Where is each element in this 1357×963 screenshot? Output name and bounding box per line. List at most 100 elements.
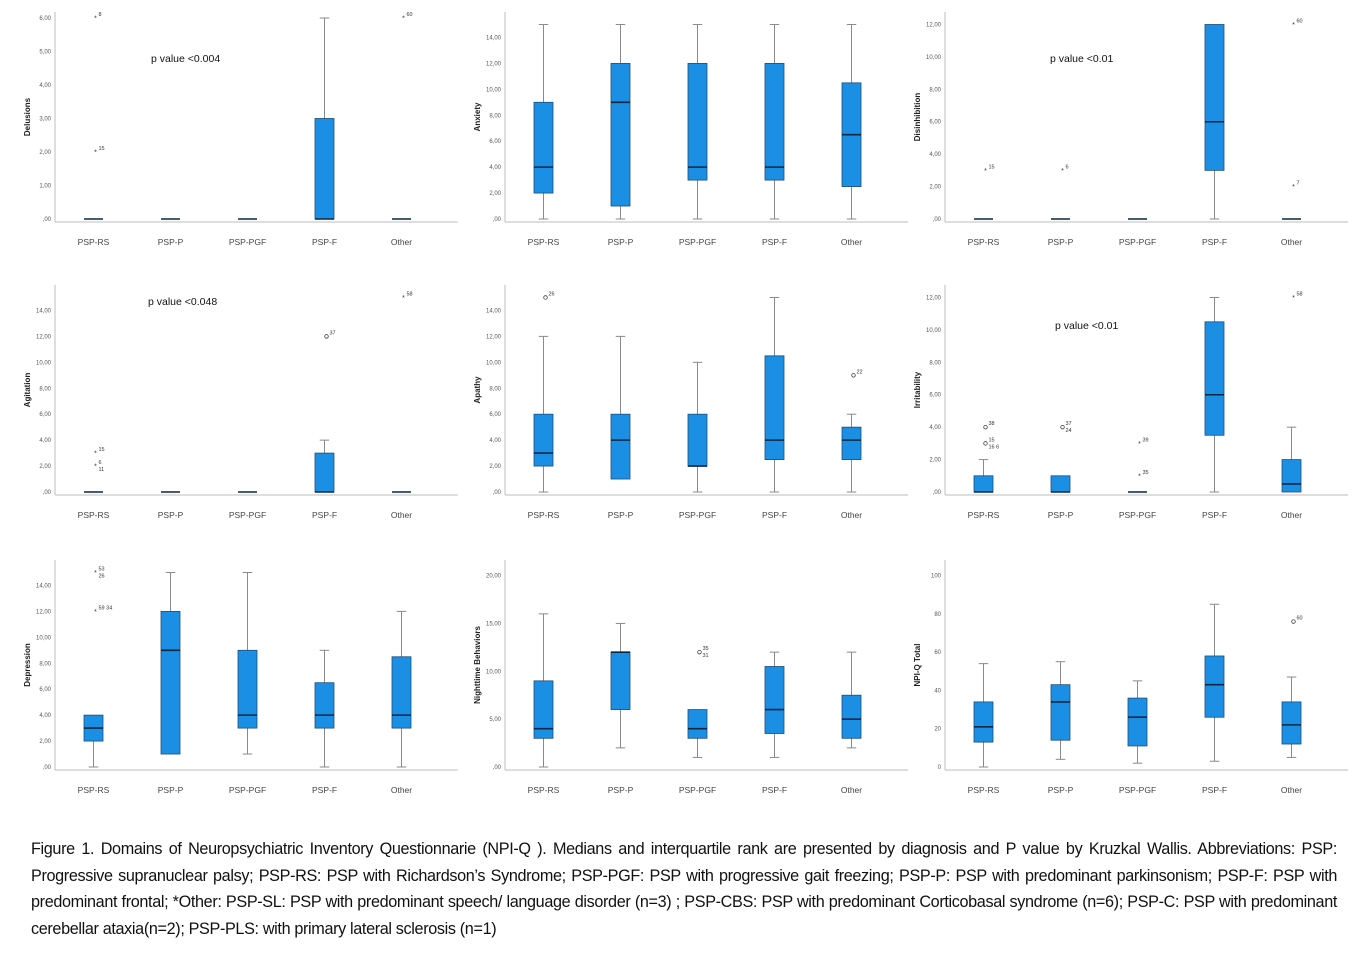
- y-tick-label: 12,00: [486, 61, 502, 67]
- iqr-box: [533, 680, 554, 739]
- x-tick-label: Other: [841, 785, 862, 795]
- x-tick-label: PSP-F: [312, 237, 337, 247]
- outlier-label: 24: [1066, 428, 1072, 434]
- y-axis-label: Disinhibition: [913, 93, 922, 142]
- y-tick-label: 10,00: [486, 360, 502, 366]
- iqr-box: [687, 413, 708, 467]
- y-tick-label: 10,00: [486, 669, 502, 675]
- chart-svg: ,00 2,00 4,00 6,00 8,00 10,00 12,00 14,00 Apathy…: [473, 285, 908, 520]
- y-tick-label: 6,00: [39, 412, 51, 418]
- x-tick-label: PSP-PGF: [1119, 237, 1156, 247]
- y-tick-label: 12,00: [36, 609, 52, 615]
- box-psp-p: [160, 571, 181, 755]
- outlier-label: 35: [1143, 470, 1149, 476]
- x-tick-label: PSP-PGF: [229, 785, 266, 795]
- y-tick-label: 2,00: [489, 191, 501, 197]
- chart-svg: ,00 2,00 4,00 6,00 8,00 10,00 12,00 Irritabilit…: [913, 285, 1348, 520]
- box-psp-pgf: [687, 709, 708, 758]
- y-tick-label: 6,00: [489, 139, 501, 145]
- box-psp-p: [610, 23, 631, 220]
- x-tick-label: PSP-PGF: [679, 785, 716, 795]
- y-tick-label: 2,00: [39, 739, 51, 745]
- y-tick-label: 40: [934, 688, 941, 694]
- y-tick-label: 2,00: [929, 458, 941, 464]
- x-tick-label: PSP-RS: [528, 785, 560, 795]
- iqr-box: [973, 475, 994, 493]
- iqr-box: [610, 62, 631, 207]
- box-psp-f: [1204, 603, 1225, 762]
- y-tick-label: 80: [934, 612, 941, 618]
- y-tick-label: 20,00: [486, 574, 502, 580]
- outlier-star: *: [1292, 184, 1295, 191]
- figure-caption: Figure 1. Domains of Neuropsychiatric In…: [31, 840, 1337, 938]
- outlier-label: 6: [99, 460, 102, 466]
- x-tick-label: PSP-F: [1202, 785, 1227, 795]
- boxplot-irritability: ,00 2,00 4,00 6,00 8,00 10,00 12,00 Irritabilit…: [910, 273, 1350, 528]
- y-tick-label: 6,00: [929, 120, 941, 126]
- x-tick-label: PSP-P: [158, 510, 184, 520]
- x-tick-label: PSP-RS: [968, 237, 1000, 247]
- outlier-label: 35: [703, 646, 709, 652]
- box-psp-f: [764, 296, 785, 493]
- x-tick-label: PSP-F: [1202, 237, 1227, 247]
- x-tick-label: PSP-F: [762, 237, 787, 247]
- x-tick-label: PSP-P: [608, 237, 634, 247]
- outlier-label: 15: [989, 164, 995, 170]
- p-value-annotation: p value <0.048: [148, 296, 217, 308]
- outlier-label: 58: [407, 291, 413, 297]
- outlier-label: 15: [989, 437, 995, 443]
- y-tick-label: 12,00: [486, 334, 502, 340]
- x-tick-label: Other: [391, 510, 412, 520]
- outlier-star: *: [1138, 441, 1141, 448]
- x-tick-label: Other: [841, 510, 862, 520]
- x-tick-label: PSP-P: [1048, 510, 1074, 520]
- outlier-label: 39: [1143, 437, 1149, 443]
- y-tick-label: 4,00: [489, 438, 501, 444]
- x-tick-label: Other: [1281, 237, 1302, 247]
- x-tick-label: PSP-F: [312, 785, 337, 795]
- y-axis-label: Nighttime Behaviors: [473, 626, 482, 704]
- y-tick-label: 10,00: [486, 87, 502, 93]
- box-other: [391, 610, 412, 768]
- outlier-label: 31: [703, 653, 709, 659]
- boxplot-disinhibition: ,00 2,00 4,00 6,00 8,00 10,00 12,00 Disinhibiti…: [910, 0, 1350, 255]
- x-tick-label: PSP-P: [608, 510, 634, 520]
- y-axis-label: Irritability: [913, 371, 922, 408]
- outlier-label: 15: [99, 146, 105, 152]
- y-tick-label: 10,00: [926, 55, 942, 61]
- y-tick-label: 20: [934, 727, 941, 733]
- x-tick-label: PSP-F: [1202, 510, 1227, 520]
- box-psp-rs: [973, 459, 994, 493]
- boxplot-anxiety: ,00 2,00 4,00 6,00 8,00 10,00 12,00 14,00 Anxiet…: [470, 0, 910, 255]
- box-psp-f: [314, 439, 335, 493]
- x-tick-label: PSP-RS: [78, 785, 110, 795]
- outlier-label: 37: [1066, 421, 1072, 427]
- x-tick-label: PSP-P: [158, 237, 184, 247]
- x-tick-label: PSP-RS: [968, 785, 1000, 795]
- box-psp-f: [764, 23, 785, 220]
- p-value-annotation: p value <0.01: [1055, 320, 1119, 332]
- y-tick-label: 2,00: [39, 464, 51, 470]
- outlier-label: 53: [99, 566, 105, 572]
- box-psp-p: [1050, 661, 1071, 760]
- y-tick-label: 8,00: [489, 113, 501, 119]
- y-tick-label: 5,00: [489, 717, 501, 723]
- box-other: [1281, 676, 1302, 758]
- box-psp-p: [610, 335, 631, 480]
- chart-svg: ,00 2,00 4,00 6,00 8,00 10,00 12,00 14,00 Anxiet…: [473, 12, 908, 247]
- x-tick-label: Other: [1281, 510, 1302, 520]
- y-tick-label: 10,00: [36, 360, 52, 366]
- p-value-annotation: p value <0.004: [151, 53, 220, 65]
- y-tick-label: 4,00: [489, 165, 501, 171]
- iqr-box: [314, 452, 335, 493]
- box-psp-rs: [973, 663, 994, 768]
- iqr-box: [841, 426, 862, 460]
- box-psp-rs: [83, 714, 104, 768]
- box-psp-rs: [533, 23, 554, 220]
- y-tick-label: 60: [934, 650, 941, 656]
- iqr-box: [973, 701, 994, 743]
- box-psp-pgf: [687, 361, 708, 493]
- y-tick-label: 4,00: [39, 83, 51, 89]
- y-tick-label: 1,00: [39, 184, 51, 190]
- box-psp-f: [1204, 24, 1225, 220]
